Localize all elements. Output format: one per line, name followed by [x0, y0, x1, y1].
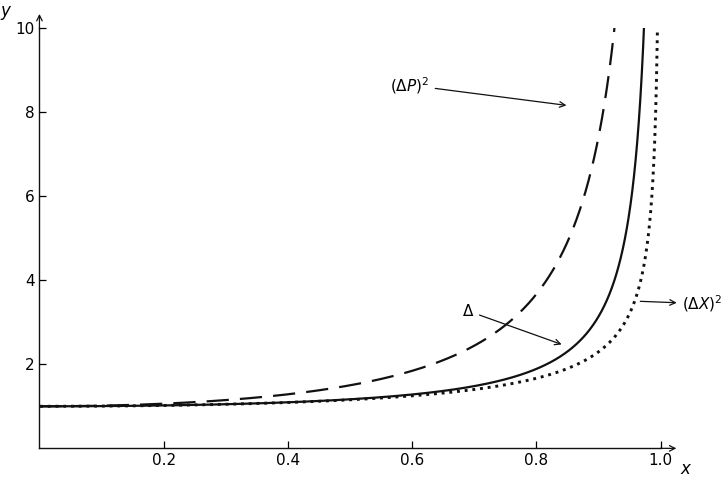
Text: $(\Delta P)^2$: $(\Delta P)^2$: [391, 75, 565, 107]
Text: $(\Delta X)^2$: $(\Delta X)^2$: [640, 293, 723, 314]
Text: x: x: [680, 460, 690, 479]
Text: $\Delta$: $\Delta$: [462, 303, 560, 345]
Text: y: y: [0, 2, 10, 20]
